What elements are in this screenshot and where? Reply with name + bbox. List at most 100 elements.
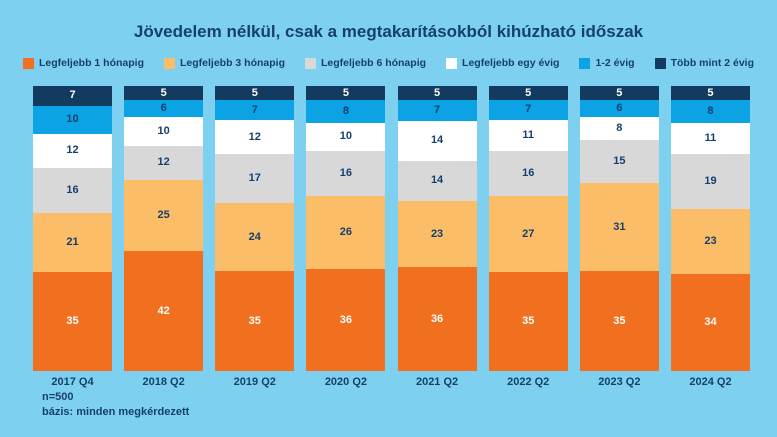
- segment-value-label: 31: [613, 220, 626, 233]
- bar-stack: 5 8 11 19 23 34: [670, 86, 750, 371]
- bar-stack: 5 6 10 12 25 42: [124, 86, 204, 371]
- legend-swatch: [579, 57, 591, 69]
- segment-value-label: 7: [69, 89, 76, 102]
- segment-value-label: 5: [525, 86, 532, 99]
- bar-segment: 5: [215, 86, 295, 101]
- segment-value-label: 35: [66, 315, 79, 328]
- category-label: 2020 Q2: [324, 376, 368, 388]
- segment-value-label: 11: [522, 128, 535, 141]
- segment-value-label: 6: [616, 102, 623, 115]
- bar-segment: 36: [397, 267, 477, 371]
- segment-value-label: 23: [704, 234, 717, 247]
- legend-item: Több mint 2 évig: [654, 57, 754, 69]
- legend-swatch: [305, 57, 317, 69]
- segment-value-label: 12: [66, 144, 79, 157]
- bar-column: 5 7 14 14 23 36 2021 Q2: [397, 86, 477, 388]
- segment-value-label: 12: [157, 156, 170, 169]
- segment-value-label: 19: [704, 174, 717, 187]
- segment-value-label: 5: [342, 86, 349, 99]
- bar-segment: 25: [124, 180, 204, 252]
- segment-value-label: 5: [434, 86, 441, 99]
- bar-segment: 21: [33, 212, 112, 273]
- segment-value-label: 35: [522, 315, 535, 328]
- segment-value-label: 7: [525, 103, 532, 116]
- segment-value-label: 17: [248, 172, 261, 185]
- segment-value-label: 16: [339, 166, 353, 179]
- bar-segment: 35: [215, 271, 295, 371]
- legend-item: Legfeljebb 3 hónapig: [164, 57, 285, 69]
- segment-value-label: 14: [430, 134, 444, 147]
- bar-segment: 5: [670, 86, 750, 101]
- segment-value-label: 14: [430, 174, 444, 187]
- segment-value-label: 5: [616, 86, 623, 99]
- bar-stack: 5 7 14 14 23 36: [397, 86, 477, 371]
- bar-segment: 31: [579, 182, 659, 272]
- segment-value-label: 10: [339, 130, 353, 143]
- bar-column: 5 6 10 12 25 42 2018 Q2: [124, 86, 204, 388]
- bar-segment: 8: [306, 100, 386, 123]
- bar-segment: 14: [397, 160, 477, 202]
- segment-value-label: 12: [248, 130, 261, 143]
- bar-column: 5 6 8 15 31 35 2023 Q2: [579, 86, 659, 388]
- bar-segment: 14: [397, 120, 477, 161]
- bar-stack: 5 7 11 16 27 35: [488, 86, 568, 371]
- bar-segment: 35: [33, 272, 112, 371]
- bar-segment: 11: [670, 123, 750, 155]
- segment-value-label: 36: [339, 313, 353, 326]
- category-label: 2024 Q2: [689, 376, 732, 388]
- bar-segment: 23: [670, 208, 750, 275]
- category-label: 2018 Q2: [142, 376, 185, 388]
- bar-segment: 23: [397, 201, 477, 268]
- bar-segment: 6: [124, 100, 204, 118]
- bar-segment: 19: [670, 154, 750, 209]
- bar-segment: 8: [579, 117, 659, 141]
- bar-column: 5 8 11 19 23 34 2024 Q2: [670, 86, 750, 388]
- legend-swatch: [22, 57, 34, 69]
- segment-value-label: 21: [66, 236, 79, 249]
- bar-segment: 35: [488, 272, 568, 371]
- bar-stack: 7 10 12 16 21 35: [33, 86, 112, 371]
- bar-segment: 15: [579, 140, 659, 183]
- bar-segment: 10: [124, 117, 204, 146]
- segment-value-label: 25: [157, 209, 170, 222]
- legend-label: Legfeljebb egy évig: [462, 57, 560, 69]
- bar-segment: 16: [33, 167, 112, 213]
- segment-value-label: 5: [251, 86, 258, 99]
- sample-size-note: n=500: [42, 391, 74, 403]
- category-label: 2017 Q4: [51, 376, 94, 388]
- segment-value-label: 5: [160, 86, 167, 99]
- legend-item: Legfeljebb egy évig: [446, 57, 559, 69]
- legend-label: Legfeljebb 3 hónapig: [180, 57, 286, 69]
- segment-value-label: 8: [707, 105, 714, 118]
- segment-value-label: 23: [430, 227, 444, 240]
- bar-stack: 5 7 12 17 24 35: [215, 86, 295, 371]
- segment-value-label: 7: [251, 103, 258, 116]
- bar-segment: 7: [397, 100, 477, 121]
- bar-stack: 5 8 10 16 26 36: [306, 86, 386, 371]
- bar-segment: 5: [124, 86, 204, 101]
- chart-legend: Legfeljebb 1 hónapig Legfeljebb 3 hónapig…: [0, 57, 777, 69]
- segment-value-label: 26: [339, 226, 353, 239]
- segment-value-label: 42: [157, 304, 170, 317]
- bar-segment: 17: [215, 154, 295, 203]
- category-label: 2023 Q2: [598, 376, 641, 388]
- segment-value-label: 27: [522, 227, 535, 240]
- segment-value-label: 15: [613, 155, 626, 168]
- bar-segment: 42: [124, 251, 204, 371]
- bar-segment: 6: [579, 100, 659, 118]
- segment-value-label: 34: [704, 316, 717, 329]
- segment-value-label: 35: [248, 314, 261, 327]
- bar-segment: 5: [579, 86, 659, 101]
- category-label: 2022 Q2: [507, 376, 550, 388]
- bar-segment: 12: [33, 133, 112, 168]
- bar-segment: 11: [488, 119, 568, 151]
- bar-segment: 12: [215, 120, 295, 155]
- bar-segment: 10: [33, 105, 112, 134]
- segment-value-label: 8: [616, 122, 623, 135]
- bar-segment: 35: [579, 271, 659, 371]
- segment-value-label: 16: [66, 183, 79, 196]
- segment-value-label: 7: [434, 103, 441, 116]
- bar-segment: 10: [306, 122, 386, 151]
- bar-segment: 12: [124, 145, 204, 181]
